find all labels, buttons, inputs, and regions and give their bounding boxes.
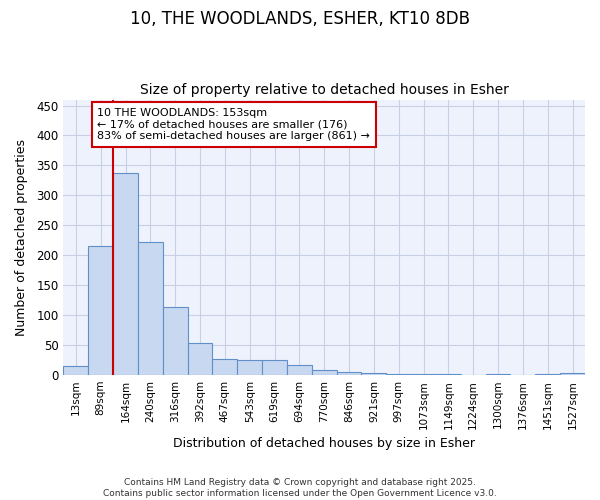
Bar xyxy=(163,308,188,375)
X-axis label: Distribution of detached houses by size in Esher: Distribution of detached houses by size … xyxy=(173,437,475,450)
Bar xyxy=(64,366,88,375)
Bar xyxy=(113,172,138,375)
Bar xyxy=(237,360,262,375)
Bar xyxy=(312,370,337,375)
Text: 10, THE WOODLANDS, ESHER, KT10 8DB: 10, THE WOODLANDS, ESHER, KT10 8DB xyxy=(130,10,470,28)
Title: Size of property relative to detached houses in Esher: Size of property relative to detached ho… xyxy=(140,83,509,97)
Text: 10 THE WOODLANDS: 153sqm
← 17% of detached houses are smaller (176)
83% of semi-: 10 THE WOODLANDS: 153sqm ← 17% of detach… xyxy=(97,108,370,141)
Y-axis label: Number of detached properties: Number of detached properties xyxy=(15,139,28,336)
Bar xyxy=(436,374,461,375)
Bar xyxy=(262,360,287,375)
Bar xyxy=(138,242,163,375)
Bar xyxy=(560,372,585,375)
Bar xyxy=(212,360,237,375)
Bar xyxy=(361,372,386,375)
Bar xyxy=(188,342,212,375)
Bar xyxy=(287,365,312,375)
Text: Contains HM Land Registry data © Crown copyright and database right 2025.
Contai: Contains HM Land Registry data © Crown c… xyxy=(103,478,497,498)
Bar xyxy=(386,374,411,375)
Bar xyxy=(337,372,361,375)
Bar xyxy=(88,246,113,375)
Bar xyxy=(411,374,436,375)
Bar xyxy=(485,374,511,375)
Bar xyxy=(535,374,560,375)
